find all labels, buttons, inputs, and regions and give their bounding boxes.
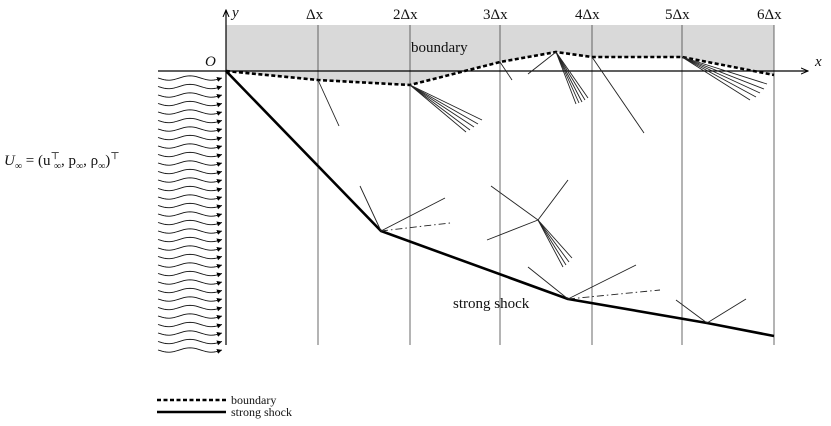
inflow-arrow [157,168,223,176]
inflow-arrow [157,253,223,261]
inflow-arrow [157,330,223,337]
inflow-arrow [157,228,223,235]
boundary-line [225,50,775,87]
inflow-arrow [157,321,223,329]
characteristics [317,51,768,324]
inflow-arrow [157,347,223,354]
legend: boundary strong shock [157,393,292,419]
strong-shock-label: strong shock [453,296,530,312]
inflow-arrow [157,177,223,184]
inflow-arrow [157,270,223,278]
x-axis-label: x [814,54,822,70]
inflow-arrow [157,143,223,150]
boundary-region-label: boundary [411,40,468,56]
tick-label-4: 4Δx [575,7,600,23]
inflow-arrow [157,338,223,346]
inflow-arrow [157,279,223,286]
inflow-arrow [157,219,223,227]
inflow-state-label: U∞ = (u⊤ ∞, p∞, ρ∞)⊤ [4,151,120,172]
inflow-arrow [157,202,223,210]
inflow-arrow [157,100,223,108]
legend-boundary-label: boundary [231,393,276,407]
inflow-arrow [157,304,223,312]
inflow-arrow [157,236,223,244]
inflow-arrow [157,83,223,91]
tick-label-5: 5Δx [665,7,690,23]
inflow-arrow [157,211,223,218]
tick-label-6: 6Δx [757,7,782,23]
inflow-arrows [157,75,223,354]
inflow-arrow [157,117,223,125]
inflow-arrow [157,134,223,142]
inflow-arrow [157,126,223,133]
origin-label: O [205,54,216,70]
inflow-arrow [157,185,223,193]
tick-label-3: 3Δx [483,7,508,23]
inflow-arrow [157,287,223,295]
inflow-arrow [157,262,223,269]
inflow-arrow [157,194,223,201]
y-axis-label: y [230,5,239,21]
inflow-arrow [157,160,223,167]
inflow-arrow [157,92,223,99]
inflow-arrow [157,245,223,252]
inflow-arrow [157,75,223,82]
inflow-arrow [157,151,223,159]
inflow-arrow [157,296,223,303]
tick-labels: Δx 2Δx 3Δx 4Δx 5Δx 6Δx [306,7,782,23]
inflow-arrow [157,109,223,116]
inflow-arrow [157,313,223,320]
tick-label-2: 2Δx [393,7,418,23]
legend-shock-label: strong shock [231,405,292,419]
tick-label-1: Δx [306,7,324,23]
grid-lines [317,25,775,345]
